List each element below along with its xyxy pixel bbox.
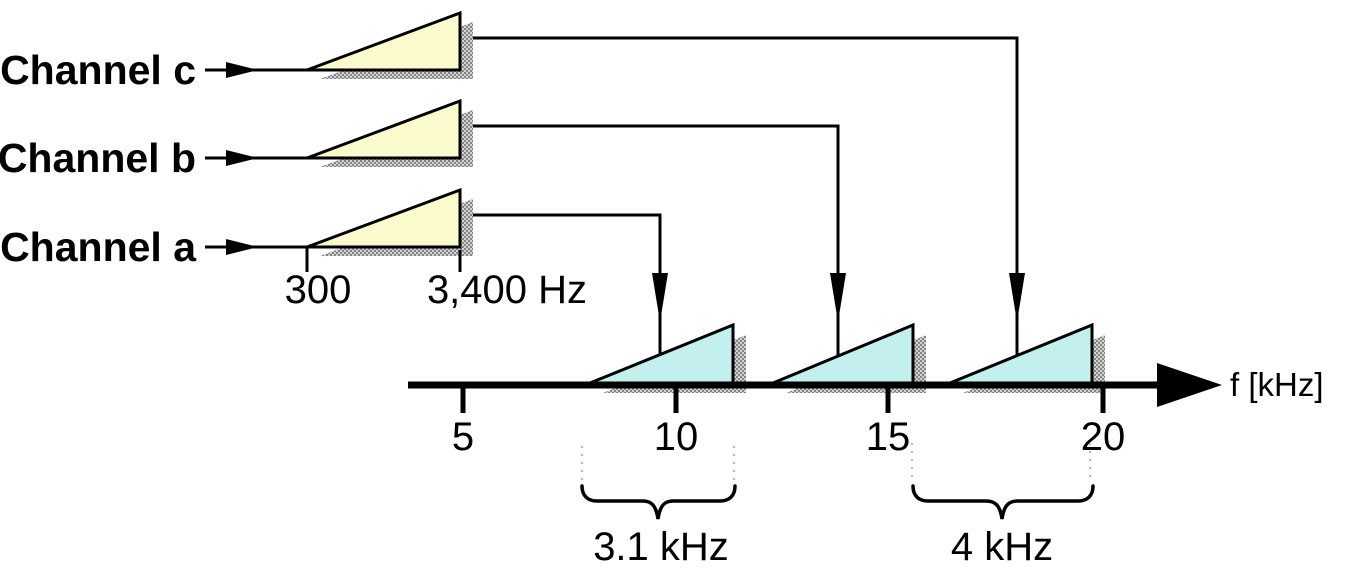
- frequency-axis-arrowhead-icon: [1157, 363, 1222, 407]
- baseband-tick-label-300: 300: [285, 268, 352, 312]
- axis-tick-label-15: 15: [866, 415, 911, 459]
- channel-a-down-arrowhead-icon: [652, 273, 668, 322]
- axis-tick-label-20: 20: [1081, 415, 1126, 459]
- bandwidth-brace-4-khz: [911, 484, 1095, 520]
- channel-a-input-arrowhead-icon: [226, 239, 258, 255]
- axis-tick-label-5: 5: [452, 415, 474, 459]
- bandwidth-label-4-khz: 4 kHz: [951, 525, 1053, 569]
- baseband-tick-label-3400hz: 3,400 Hz: [427, 268, 587, 312]
- channel-c-baseband-spectrum: [306, 10, 462, 72]
- bandwidth-brace-3-1-khz: [580, 484, 737, 520]
- channel-b-route-line: [460, 124, 840, 356]
- channel-b-down-arrowhead-icon: [830, 273, 846, 322]
- channel-c-route-line: [460, 36, 1019, 356]
- axis-tick-label-10: 10: [654, 415, 699, 459]
- bandwidth-annotations: 3.1 kHz 4 kHz: [580, 443, 1095, 569]
- channel-c-down-arrowhead-icon: [1009, 273, 1025, 322]
- passband-c-spectrum: [949, 322, 1094, 385]
- channel-a-label: Channel a: [0, 224, 197, 270]
- frequency-axis-label: f [kHz]: [1230, 366, 1324, 403]
- channel-b-input-arrowhead-icon: [226, 150, 258, 166]
- channel-b-label: Channel b: [0, 135, 196, 181]
- channel-a-baseband-spectrum: [306, 187, 462, 249]
- channel-b-row: Channel b: [0, 98, 840, 356]
- channel-a-row: Channel a 300 3,400 Hz: [0, 187, 662, 355]
- channel-c-row: Channel c: [0, 10, 1019, 356]
- channel-c-label: Channel c: [0, 47, 196, 93]
- passband-b-spectrum: [772, 322, 915, 385]
- bandwidth-label-3-1-khz: 3.1 kHz: [593, 525, 729, 569]
- frequency-axis: f [kHz] 5 10 15 20: [408, 363, 1324, 459]
- channel-b-baseband-spectrum: [306, 98, 462, 160]
- channel-c-input-arrowhead-icon: [226, 62, 258, 78]
- passband-spectra: [589, 322, 1105, 393]
